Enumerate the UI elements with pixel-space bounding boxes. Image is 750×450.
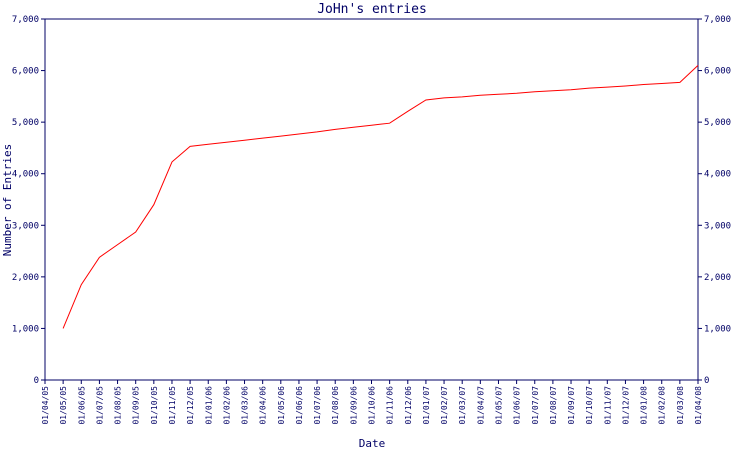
x-tick-label: 01/02/06 (222, 386, 231, 425)
x-tick-label: 01/11/06 (386, 386, 395, 425)
x-tick-label: 01/12/07 (621, 386, 630, 425)
x-axis-label: Date (359, 437, 386, 450)
x-tick-label: 01/09/05 (132, 386, 141, 425)
y2-tick-label: 3,000 (704, 221, 731, 231)
x-tick-label: 01/06/05 (77, 386, 86, 425)
x-tick-label: 01/08/06 (331, 386, 340, 425)
x-tick-label: 01/04/08 (694, 386, 703, 425)
y2-tick-label: 4,000 (704, 170, 731, 180)
x-tick-label: 01/05/07 (494, 386, 503, 425)
x-tick-label: 01/11/05 (168, 386, 177, 425)
x-tick-label: 01/04/07 (476, 386, 485, 425)
y2-tick-label: 2,000 (704, 273, 731, 283)
y-tick-label: 2,000 (12, 273, 39, 283)
y-tick-label: 3,000 (12, 221, 39, 231)
x-tick-label: 01/06/07 (513, 386, 522, 425)
x-tick-label: 01/10/06 (368, 386, 377, 425)
y2-tick-label: 6,000 (704, 67, 731, 77)
x-tick-label: 01/06/06 (295, 386, 304, 425)
x-tick-label: 01/08/07 (549, 386, 558, 425)
x-tick-label: 01/08/05 (114, 386, 123, 425)
y-tick-label: 5,000 (12, 118, 39, 128)
y-tick-label: 1,000 (12, 324, 39, 334)
x-tick-label: 01/04/05 (41, 386, 50, 425)
x-tick-label: 01/12/06 (404, 386, 413, 425)
x-tick-label: 01/03/07 (458, 386, 467, 425)
x-tick-label: 01/05/06 (277, 386, 286, 425)
x-tick-label: 01/01/06 (204, 386, 213, 425)
x-tick-label: 01/03/06 (241, 386, 250, 425)
x-tick-label: 01/01/07 (422, 386, 431, 425)
y-tick-label: 6,000 (12, 67, 39, 77)
chart-title: JoHn's entries (317, 2, 427, 17)
x-tick-label: 01/01/08 (640, 386, 649, 425)
y-tick-label: 7,000 (12, 15, 39, 25)
y2-tick-label: 0 (704, 376, 709, 386)
x-tick-label: 01/09/07 (567, 386, 576, 425)
plot-frame (44, 18, 699, 381)
y2-tick-label: 7,000 (704, 15, 731, 25)
x-tick-label: 01/09/06 (349, 386, 358, 425)
data-line (62, 65, 699, 329)
x-tick-label: 01/05/05 (59, 386, 68, 425)
x-tick-label: 01/04/06 (259, 386, 268, 425)
x-tick-label: 01/12/05 (186, 386, 195, 425)
x-tick-label: 01/10/07 (585, 386, 594, 425)
x-tick-label: 01/07/06 (313, 386, 322, 425)
x-tick-label: 01/10/05 (150, 386, 159, 425)
x-tick-label: 01/02/08 (658, 386, 667, 425)
y-tick-label: 4,000 (12, 170, 39, 180)
x-tick-label: 01/07/05 (95, 386, 104, 425)
x-tick-label: 01/11/07 (603, 386, 612, 425)
y2-tick-label: 5,000 (704, 118, 731, 128)
y-tick-label: 0 (34, 376, 39, 386)
y2-tick-label: 1,000 (704, 324, 731, 334)
x-tick-label: 01/02/07 (440, 386, 449, 425)
x-tick-label: 01/07/07 (531, 386, 540, 425)
x-tick-label: 01/03/08 (676, 386, 685, 425)
y-axis-label: Number of Entries (1, 144, 14, 257)
